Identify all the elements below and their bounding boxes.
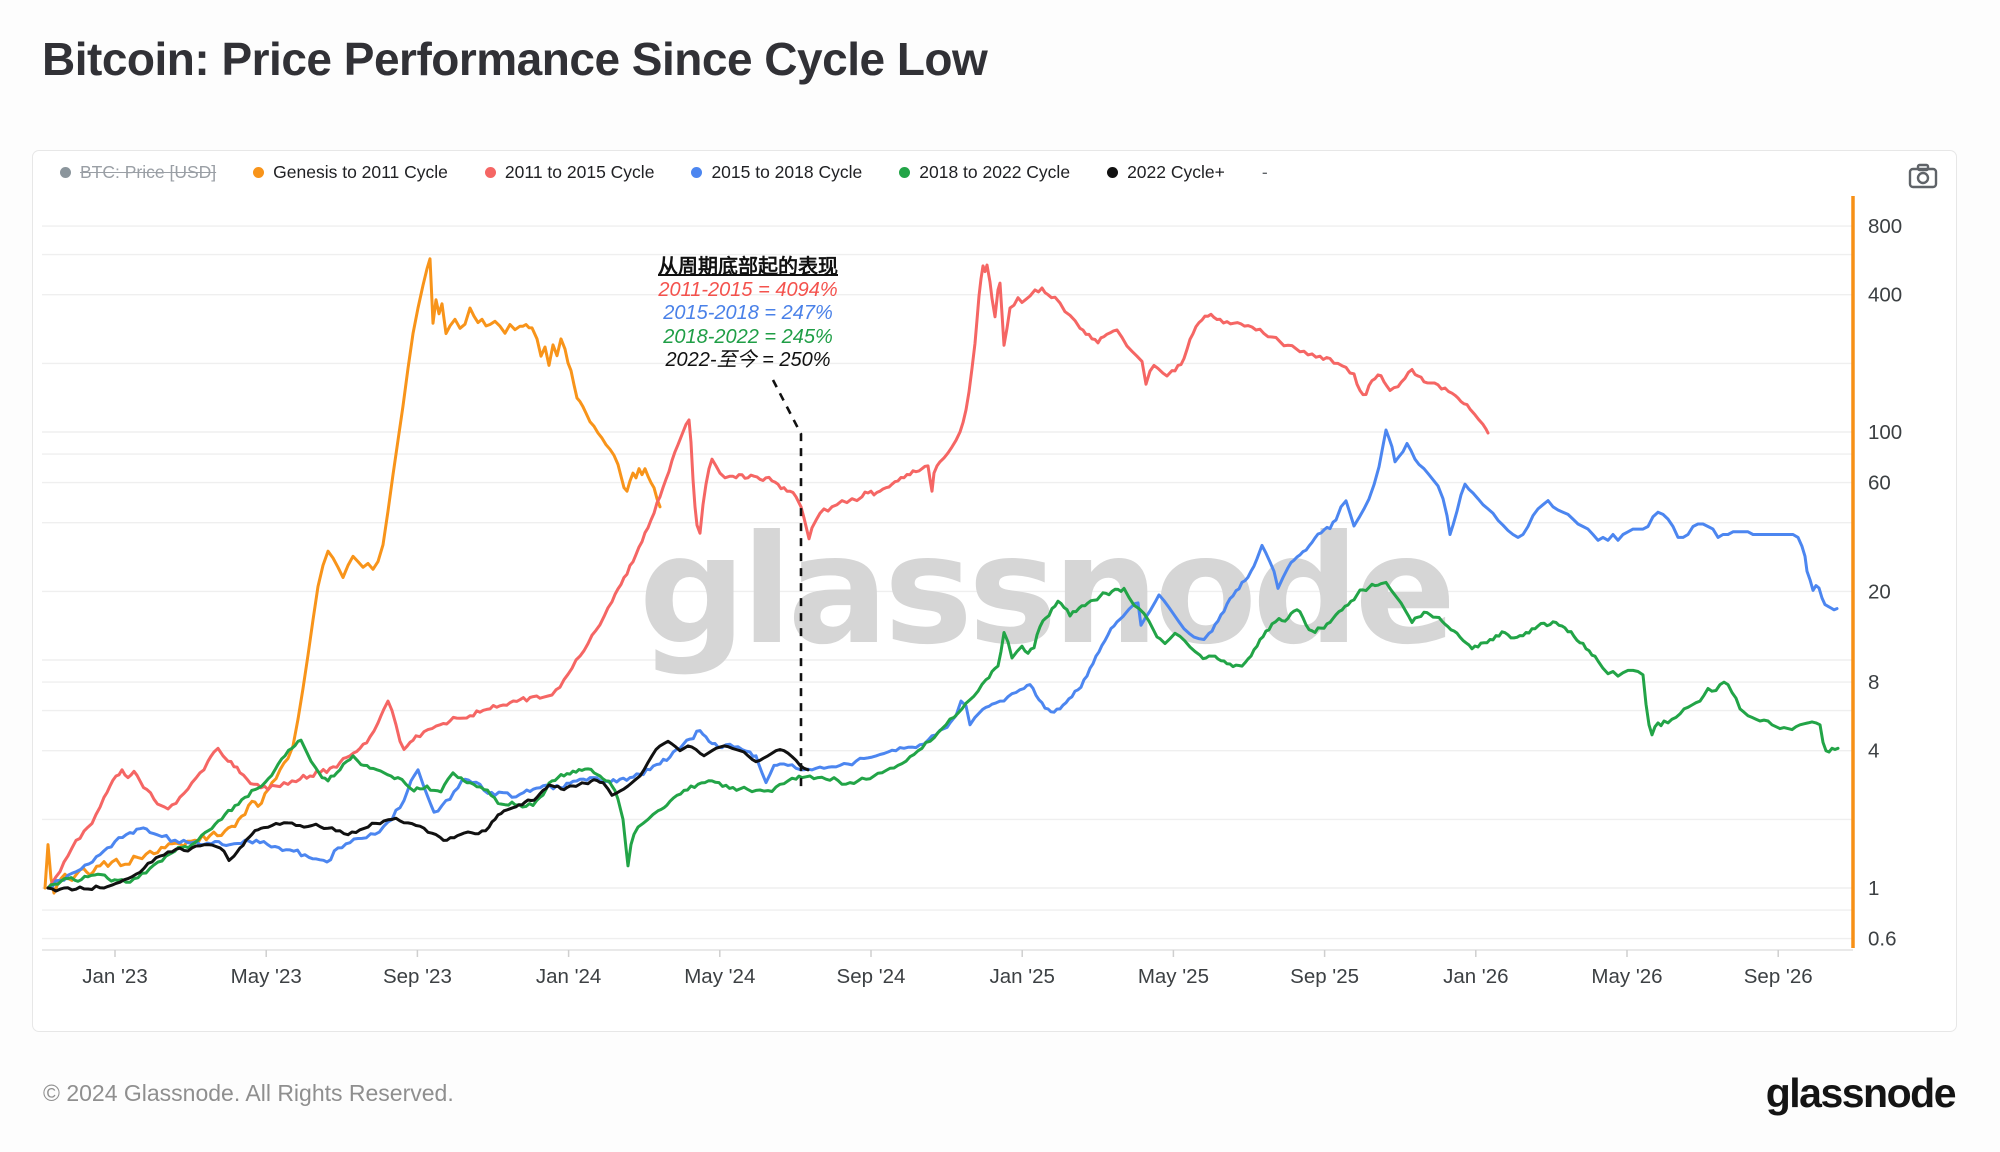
legend-item-2022-cycle[interactable]: 2022 Cycle+ (1107, 162, 1225, 183)
x-tick-label: May '23 (231, 965, 302, 988)
legend-label: 2015 to 2018 Cycle (711, 162, 863, 182)
page-title: Bitcoin: Price Performance Since Cycle L… (42, 33, 988, 85)
legend-label: 2011 to 2015 Cycle (504, 162, 655, 182)
glassnode-logo: glassnode (1765, 1070, 1957, 1116)
x-tick-label: Sep '24 (837, 965, 906, 988)
x-tick-label: May '25 (1138, 965, 1209, 988)
legend-label: 2018 to 2022 Cycle (919, 162, 1071, 182)
legend-dot (484, 167, 496, 178)
legend-dot (899, 167, 911, 178)
y-tick-label: 0.6 (1868, 928, 1897, 951)
annotation-line-2015-2018: 2015-2018 = 247% (663, 302, 833, 325)
legend-dot (60, 167, 71, 178)
annotation-box: 从周期底部起的表现 2011-2015 = 4094% 2015-2018 = … (617, 256, 879, 372)
footer-copyright: © 2024 Glassnode. All Rights Reserved. (43, 1080, 454, 1106)
y-tick-label: 4 (1868, 740, 1879, 763)
series-line-2018-to-2022-cycle (46, 580, 1840, 890)
x-tick-label: May '24 (684, 965, 755, 988)
annotation-pointer-line (771, 379, 803, 787)
watermark-text: glassnode (639, 504, 1452, 678)
camera-icon[interactable] (1906, 162, 1940, 190)
y-tick-label: 100 (1868, 421, 1902, 444)
y-tick-label: 800 (1868, 215, 1902, 238)
legend-dot (1107, 167, 1119, 178)
x-tick-label: Jan '26 (1443, 965, 1508, 988)
x-tick-label: May '26 (1591, 965, 1662, 988)
y-tick-label: 400 (1868, 284, 1902, 307)
x-tick-label: Jan '23 (82, 965, 147, 988)
series-line-2022-cycle- (46, 739, 810, 893)
x-tick-label: Sep '23 (383, 965, 452, 988)
annotation-line-2018-2022: 2018-2022 = 245% (663, 325, 833, 348)
y-tick-label: 1 (1868, 877, 1879, 900)
y-tick-label: 8 (1868, 671, 1879, 694)
legend-item-2015-to-2018-cycle[interactable]: 2015 to 2018 Cycle (691, 162, 862, 183)
legend-dot (253, 167, 265, 178)
series-line-genesis-to-2011-cycle (43, 257, 662, 895)
annotation-title: 从周期底部起的表现 (658, 256, 838, 278)
x-tick-label: Sep '26 (1744, 965, 1813, 988)
x-tick-label: Jan '24 (536, 965, 601, 988)
x-tick-label: Jan '25 (989, 965, 1054, 988)
legend-item-2011-to-2015-cycle[interactable]: 2011 to 2015 Cycle (484, 162, 655, 183)
y-tick-label: 20 (1868, 580, 1891, 603)
legend-label: BTC: Price [USD] (80, 162, 217, 182)
legend-label: 2022 Cycle+ (1127, 162, 1225, 182)
legend-item-btc-price-usd[interactable]: BTC: Price [USD] (60, 162, 216, 183)
legend-label: - (1261, 162, 1268, 182)
annotation-line-2011-2015: 2011-2015 = 4094% (658, 279, 838, 302)
series-line-2015-to-2018-cycle (46, 428, 1839, 890)
legend-item-2018-to-2022-cycle[interactable]: 2018 to 2022 Cycle (899, 162, 1070, 183)
legend-item-genesis-to-2011-cycle[interactable]: Genesis to 2011 Cycle (253, 162, 448, 183)
legend-item-[interactable]: - (1262, 162, 1268, 183)
y-tick-label: 60 (1868, 472, 1891, 495)
legend-dot (691, 167, 703, 178)
legend: BTC: Price [USD] Genesis to 2011 Cycle 201… (60, 162, 1268, 183)
legend-label: Genesis to 2011 Cycle (273, 162, 448, 182)
x-tick-label: Sep '25 (1290, 965, 1359, 988)
annotation-line-2022-now: 2022-至今 = 250% (665, 348, 831, 371)
series-line-2011-to-2015-cycle (46, 263, 1490, 890)
